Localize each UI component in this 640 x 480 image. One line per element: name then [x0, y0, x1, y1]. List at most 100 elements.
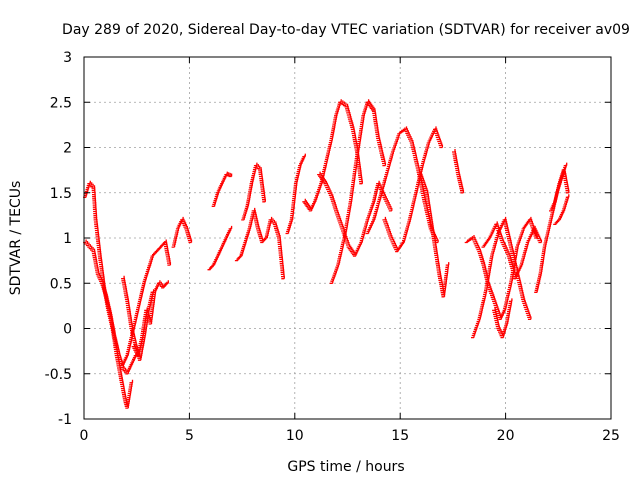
- data-point: [90, 247, 94, 251]
- data-point: [281, 275, 285, 280]
- data-point: [527, 314, 531, 319]
- data-point: [255, 164, 259, 168]
- data-point: [492, 307, 496, 312]
- y-tick-label: 1: [63, 231, 72, 247]
- data-point: [317, 171, 321, 176]
- x-tick-label: 10: [286, 428, 304, 444]
- data-point: [346, 244, 351, 248]
- data-point: [491, 296, 496, 300]
- x-tick-label: 20: [497, 428, 515, 444]
- data-point: [129, 379, 134, 384]
- data-point: [493, 302, 498, 307]
- data-point: [434, 130, 439, 135]
- data-point: [88, 182, 93, 186]
- data-point: [386, 202, 390, 206]
- data-point: [336, 215, 341, 220]
- data-point: [421, 181, 426, 186]
- data-point: [270, 218, 274, 223]
- series-track-16: [382, 126, 444, 253]
- data-point: [304, 201, 309, 206]
- data-point: [382, 216, 387, 221]
- data-point: [436, 136, 441, 141]
- x-tick-label: 5: [185, 428, 194, 444]
- data-point: [533, 229, 538, 234]
- data-point: [497, 231, 502, 236]
- data-point: [498, 233, 503, 238]
- data-point: [228, 225, 233, 230]
- data-point: [349, 248, 354, 253]
- data-point: [522, 300, 526, 305]
- data-point: [306, 204, 311, 209]
- data-point: [228, 173, 233, 178]
- data-point: [384, 198, 388, 202]
- series-track-11: [285, 153, 306, 235]
- data-point: [180, 218, 185, 223]
- x-tick-label: 15: [391, 428, 409, 444]
- data-point: [99, 278, 103, 283]
- data-point: [387, 205, 392, 210]
- data-point: [347, 245, 352, 250]
- data-point: [256, 165, 261, 170]
- data-point: [534, 231, 539, 236]
- data-point: [471, 235, 475, 239]
- data-point: [330, 198, 335, 202]
- data-point: [365, 99, 370, 103]
- series-track-8: [211, 171, 233, 207]
- data-point: [499, 237, 504, 242]
- y-tick-label: 2.5: [50, 95, 72, 111]
- data-point: [385, 224, 389, 229]
- data-point: [271, 219, 276, 224]
- data-point: [405, 130, 409, 134]
- data-point: [474, 242, 479, 247]
- data-point: [156, 280, 161, 284]
- data-point: [345, 240, 349, 244]
- data-point: [437, 138, 441, 143]
- data-point: [377, 182, 381, 187]
- y-tick-label: -0.5: [45, 367, 72, 383]
- chart-title: Day 289 of 2020, Sidereal Day-to-day VTE…: [62, 22, 630, 38]
- data-point: [165, 280, 169, 284]
- data-point: [338, 221, 343, 226]
- data-point: [419, 173, 423, 178]
- data-point: [367, 102, 372, 106]
- data-point: [339, 223, 344, 228]
- data-point: [537, 237, 542, 242]
- data-point: [528, 218, 533, 223]
- data-point: [121, 366, 125, 370]
- y-tick-label: 0.5: [50, 276, 72, 292]
- data-point: [87, 244, 91, 248]
- data-point: [158, 281, 162, 286]
- data-point: [420, 177, 425, 182]
- data-point: [383, 218, 387, 223]
- data-point: [253, 162, 258, 167]
- data-point: [492, 300, 497, 305]
- data-point: [391, 240, 396, 245]
- data-point: [524, 306, 529, 311]
- data-point: [501, 241, 506, 246]
- x-axis-label: GPS time / hours: [287, 459, 404, 475]
- data-point: [525, 308, 529, 313]
- data-point: [385, 200, 389, 204]
- data-point: [408, 136, 412, 140]
- y-tick-label: -1: [58, 412, 72, 428]
- data-point: [422, 183, 427, 188]
- series-track-15: [365, 126, 439, 244]
- data-point: [496, 325, 500, 330]
- series-track-10: [241, 162, 266, 221]
- data-point: [387, 231, 392, 235]
- data-point: [90, 183, 94, 188]
- axis-ticks: 0 5 10 15 20 25 -1 -0.5 0 0.5 1 1.5 2 2.5 3: [45, 50, 620, 444]
- data-point: [500, 239, 505, 244]
- data-point: [337, 217, 342, 222]
- data-point: [530, 224, 535, 229]
- data-point: [369, 105, 374, 109]
- data-point: [383, 220, 388, 225]
- series-track-5: [121, 275, 155, 361]
- series-track-13: [317, 171, 393, 257]
- data-point: [327, 188, 331, 193]
- data-point: [393, 244, 397, 249]
- data-point: [383, 196, 387, 200]
- data-point: [488, 288, 493, 292]
- data-point: [359, 180, 363, 185]
- data-point: [387, 204, 391, 208]
